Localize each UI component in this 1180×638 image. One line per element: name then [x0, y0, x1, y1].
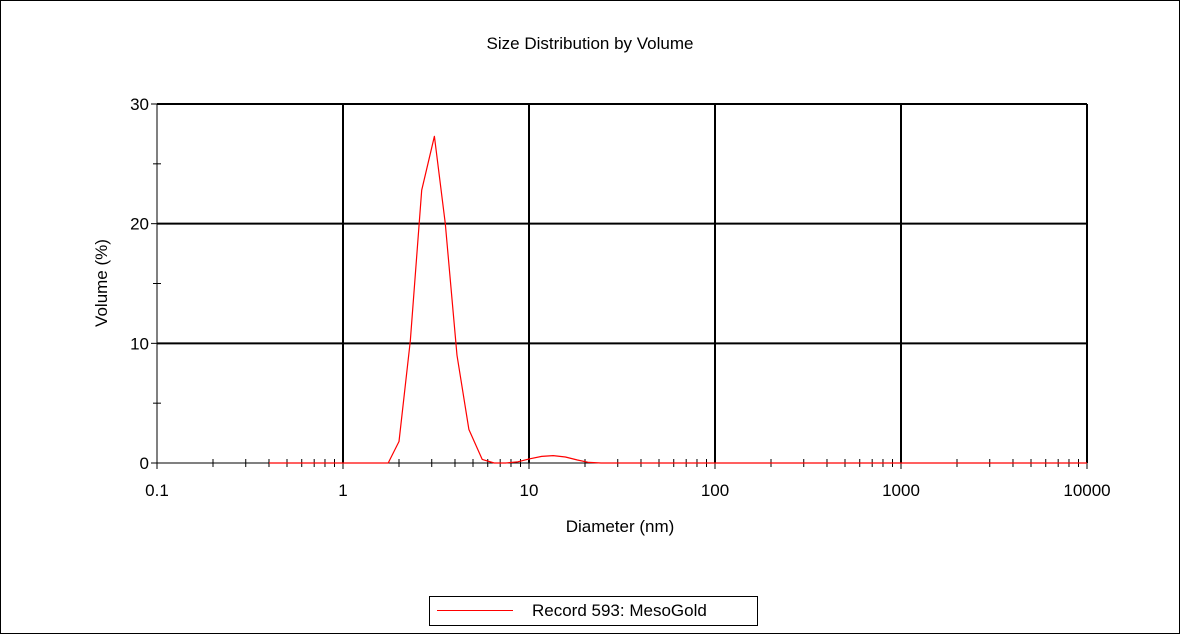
legend-label: Record 593: MesoGold [532, 601, 707, 620]
y-tick-label: 20 [130, 215, 149, 234]
x-tick-label: 0.1 [145, 481, 169, 500]
y-axis-label: Volume (%) [92, 239, 111, 327]
x-tick-label: 10000 [1063, 481, 1110, 500]
y-tick-label: 10 [130, 334, 149, 353]
x-tick-label: 1 [338, 481, 347, 500]
legend-swatch-line [437, 610, 513, 611]
series-line [269, 135, 1087, 464]
grid-layer [156, 103, 1088, 464]
x-tick-label: 10 [520, 481, 539, 500]
minor-ticks [151, 103, 1088, 469]
x-axis-label: Diameter (nm) [566, 517, 675, 536]
series-layer [269, 135, 1087, 464]
x-tick-label: 1000 [882, 481, 920, 500]
legend: Record 593: MesoGold [429, 596, 758, 626]
x-tick-label: 100 [701, 481, 729, 500]
chart-title: Size Distribution by Volume [487, 34, 694, 53]
tick-labels: 0.1 1 10 100 1000 10000 0 10 20 30 [130, 95, 1111, 500]
y-tick-label: 0 [140, 454, 149, 473]
y-tick-label: 30 [130, 95, 149, 114]
